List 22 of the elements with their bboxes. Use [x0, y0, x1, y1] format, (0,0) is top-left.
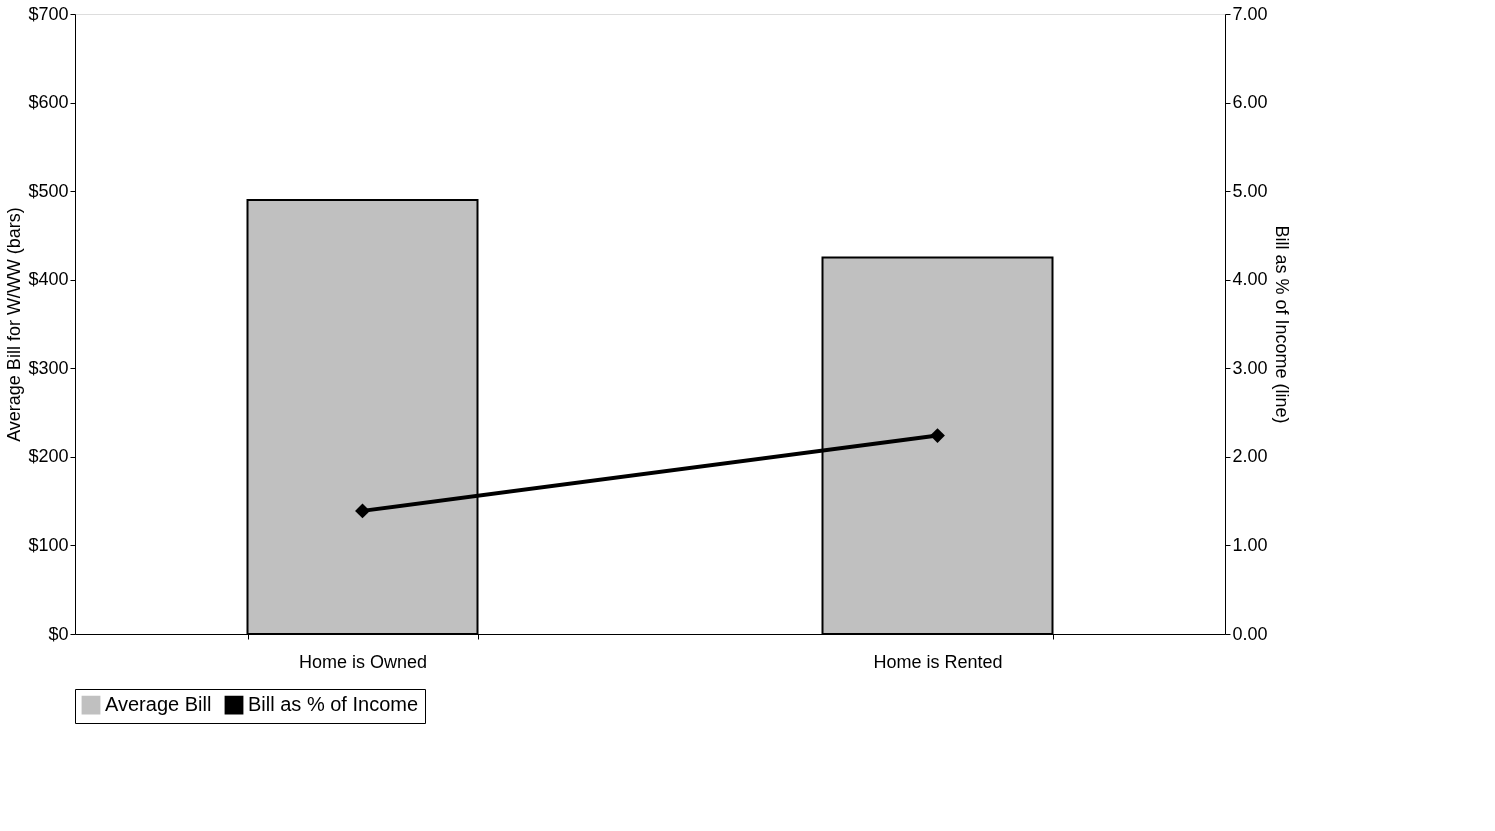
y2-axis-title: Bill as % of Income (line)	[1271, 225, 1292, 424]
legend-label: Bill as % of Income	[248, 693, 419, 716]
y2-tick-label: 6.00	[1232, 92, 1268, 113]
y-tick-label: $300	[28, 357, 69, 378]
y2-tick-label: 1.00	[1232, 534, 1268, 555]
y2-tick-label: 2.00	[1232, 446, 1268, 467]
y-tick-label: $0	[48, 623, 69, 644]
x-tick-label: Home is Owned	[298, 651, 428, 672]
y-tick-label: $100	[28, 534, 69, 555]
legend-label: Average Bill	[105, 693, 212, 716]
y2-tick-label: 7.00	[1232, 3, 1268, 24]
y-tick-label: $400	[28, 269, 69, 290]
y-tick-label: $600	[28, 92, 69, 113]
y-tick-label: $200	[28, 446, 69, 467]
y-tick-label: $500	[28, 180, 69, 201]
y-tick-label: $700	[28, 3, 69, 24]
y-axis-title: Average Bill for W/WW (bars)	[4, 207, 25, 442]
y2-tick-label: 0.00	[1232, 623, 1268, 644]
y2-tick-label: 5.00	[1232, 180, 1268, 201]
y2-tick-label: 3.00	[1232, 357, 1268, 378]
y2-tick-label: 4.00	[1232, 269, 1268, 290]
x-tick-label: Home is Rented	[873, 651, 1003, 672]
